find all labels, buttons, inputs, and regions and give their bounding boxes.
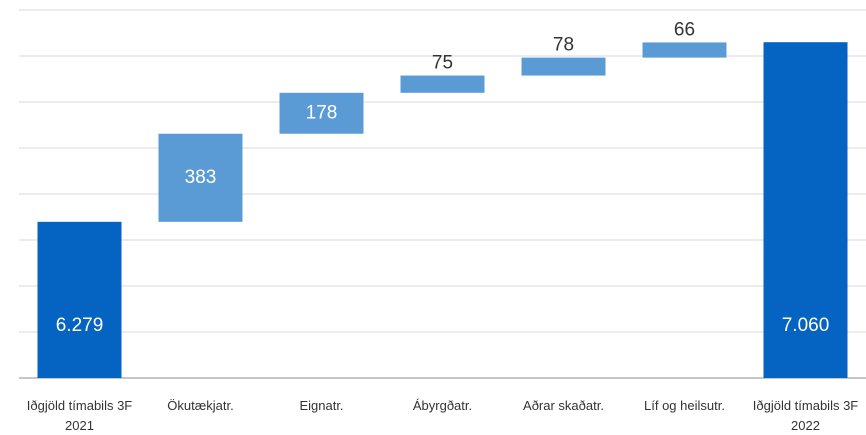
value-label: 75 [432,53,453,74]
value-label: 66 [674,19,695,40]
value-label: 383 [185,167,217,188]
bar [400,75,485,93]
value-label: 178 [306,102,338,123]
bar [642,42,727,58]
x-tick-label: Ábyrgðatr. [412,398,473,413]
value-label: 6.279 [56,315,104,336]
value-label: 7.060 [782,315,830,336]
bar [37,221,122,378]
x-tick-label: Aðrar skaðatr. [523,398,604,413]
bar [763,42,848,378]
x-tick-label: Iðgjöld tímabils 3F 2022 [752,398,859,433]
x-tick-label: Líf og heilsutr. [644,398,725,413]
x-tick-label: Iðgjöld tímabils 3F 2021 [26,398,133,433]
x-tick-label: Ökutækjatr. [167,398,234,413]
x-tick-label: Eignatr. [299,398,344,413]
value-label: 78 [553,35,574,56]
bar [521,57,606,76]
bar [158,133,243,222]
bar [279,92,364,134]
